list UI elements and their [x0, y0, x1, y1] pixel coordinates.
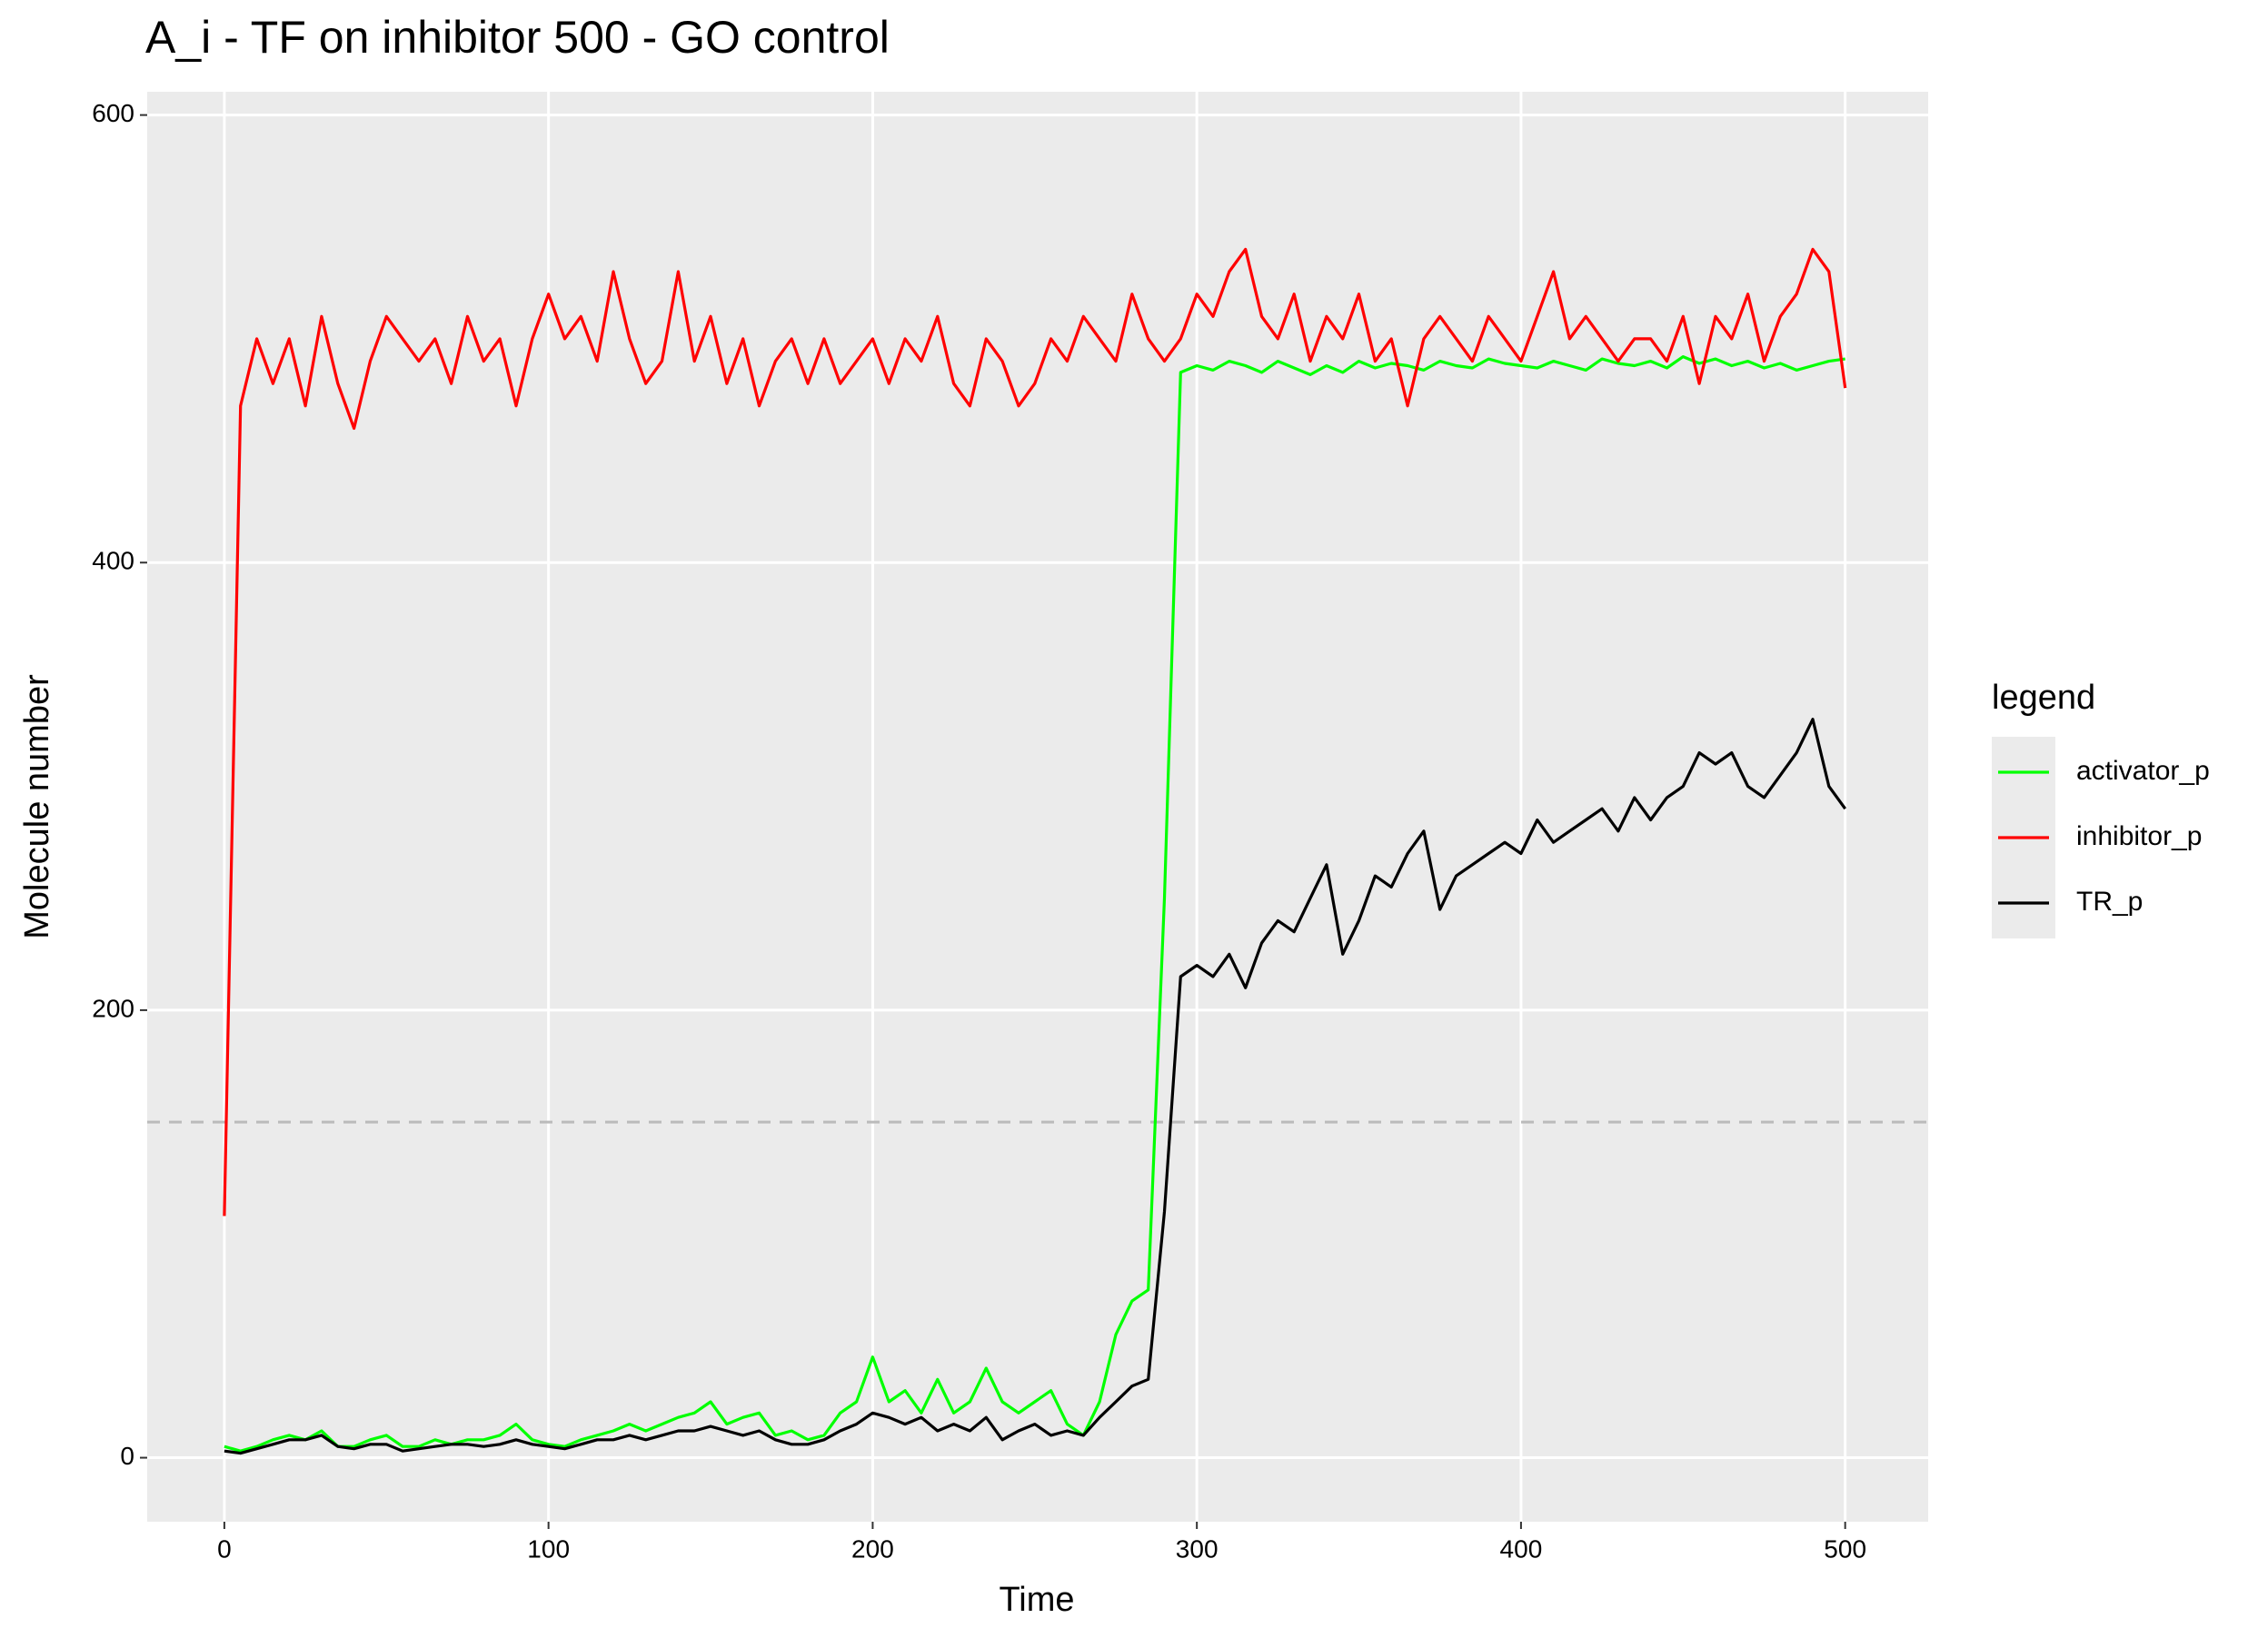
- plot-area: [223, 247, 1847, 1455]
- x-tick-label: 100: [527, 1534, 570, 1563]
- legend-label: inhibitor_p: [2076, 821, 2202, 851]
- legend-label: activator_p: [2076, 756, 2210, 786]
- x-tick-label: 300: [1176, 1534, 1219, 1563]
- legend-label: TR_p: [2076, 887, 2143, 917]
- x-tick-label: 400: [1500, 1534, 1543, 1563]
- series-line: [224, 355, 1845, 1453]
- legend-title: legend: [1992, 679, 2095, 717]
- y-tick-label: 0: [120, 1442, 134, 1470]
- y-tick-label: 200: [92, 994, 134, 1022]
- x-axis-title: Time: [999, 1581, 1074, 1619]
- series-line: [223, 247, 1847, 1216]
- chart-title: A_i - TF on inhibitor 500 - GO control: [145, 12, 890, 63]
- y-tick-label: 600: [92, 99, 134, 127]
- y-axis-title: Molecule number: [18, 674, 56, 939]
- y-tick-label: 400: [92, 547, 134, 575]
- x-tick-label: 0: [217, 1534, 232, 1563]
- series-line: [224, 718, 1846, 1455]
- x-tick-label: 200: [851, 1534, 894, 1563]
- x-tick-label: 500: [1824, 1534, 1866, 1563]
